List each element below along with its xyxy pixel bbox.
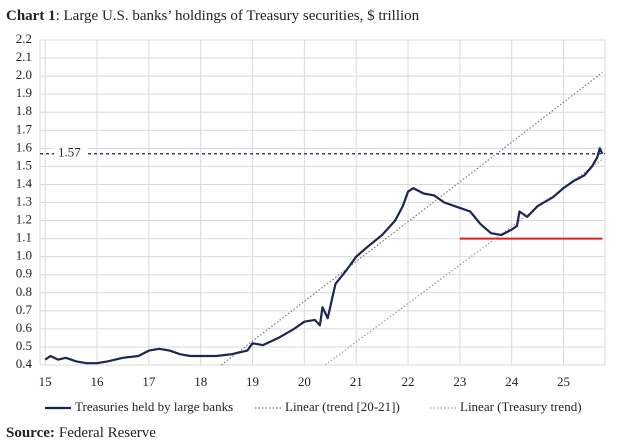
x-tick-label: 21 [350, 374, 363, 389]
series-line [221, 72, 603, 366]
y-tick-label: 0.6 [16, 320, 33, 335]
y-tick-label: 2.1 [16, 49, 32, 64]
y-tick-label: 1.6 [16, 139, 33, 154]
legend-label: Linear (Treasury trend) [460, 399, 582, 414]
series-line [44, 147, 604, 365]
y-tick-label: 2.2 [16, 31, 32, 46]
y-tick-label: 0.5 [16, 338, 32, 353]
legend-label: Treasuries held by large banks [75, 399, 233, 414]
x-tick-label: 17 [142, 374, 156, 389]
x-tick-label: 16 [91, 374, 105, 389]
x-tick-label: 22 [402, 374, 415, 389]
title-prefix: Chart 1 [6, 8, 56, 24]
y-tick-label: 2.0 [16, 67, 32, 82]
source-label: Source: [6, 425, 55, 441]
plot-border [39, 39, 606, 366]
y-tick-label: 1.3 [16, 193, 32, 208]
y-tick-label: 0.8 [16, 284, 32, 299]
y-tick-label: 1.7 [16, 121, 33, 136]
x-tick-label: 18 [194, 374, 207, 389]
y-tick-label: 1.4 [16, 175, 33, 190]
y-tick-label: 1.9 [16, 85, 32, 100]
y-tick-label: 0.9 [16, 266, 32, 281]
x-tick-label: 20 [298, 374, 311, 389]
source: Source: Federal Reserve [6, 425, 156, 441]
y-tick-label: 1.2 [16, 212, 32, 227]
x-tick-label: 15 [39, 374, 52, 389]
source-text: Federal Reserve [59, 425, 156, 441]
x-tick-label: 23 [453, 374, 466, 389]
x-tick-label: 25 [557, 374, 570, 389]
y-tick-label: 1.5 [16, 157, 32, 172]
x-tick-label: 19 [246, 374, 259, 389]
y-tick-label: 0.7 [16, 302, 33, 317]
reference-label-bg [54, 145, 88, 162]
y-tick-label: 1.0 [16, 248, 32, 263]
reference-label: 1.57 [58, 145, 81, 160]
y-tick-label: 1.8 [16, 103, 32, 118]
y-tick-label: 1.1 [16, 230, 32, 245]
chart-title: Chart 1: Large U.S. banks’ holdings of T… [6, 8, 420, 24]
title-text: : Large U.S. banks’ holdings of Treasury… [56, 8, 420, 24]
legend-label: Linear (trend [20-21]) [285, 399, 400, 414]
x-tick-label: 24 [505, 374, 519, 389]
y-tick-label: 0.4 [16, 356, 33, 371]
